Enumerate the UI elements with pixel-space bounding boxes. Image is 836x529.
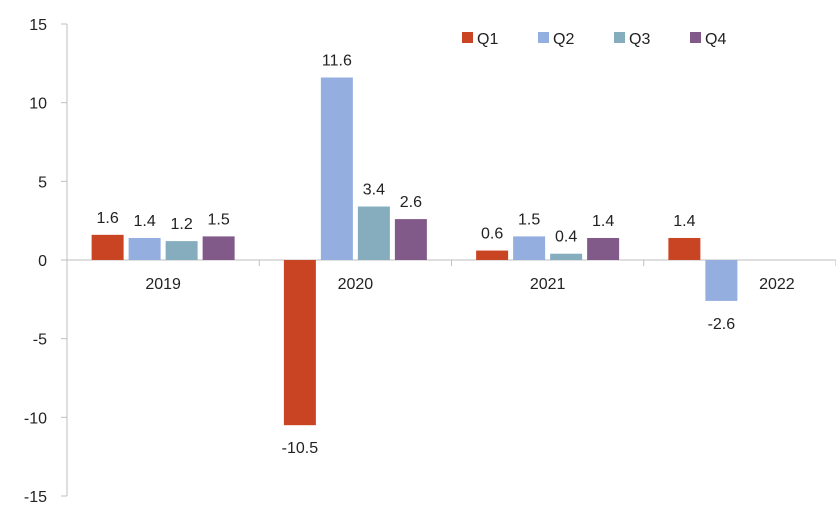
data-label-q2-2021: 1.5 — [518, 211, 540, 228]
bar-q3-2019 — [165, 241, 198, 260]
x-category-label: 2020 — [338, 276, 374, 293]
legend-swatch-q2 — [538, 32, 549, 43]
data-label-q3-2019: 1.2 — [171, 216, 193, 233]
data-label-q1-2019: 1.6 — [97, 210, 119, 227]
legend-label-q4: Q4 — [705, 31, 726, 48]
x-category-label: 2019 — [145, 276, 181, 293]
bar-q2-2019 — [128, 237, 161, 260]
bar-q2-2020 — [320, 77, 353, 260]
data-label-q2-2022: -2.6 — [708, 316, 736, 333]
y-tick-label: -5 — [33, 332, 47, 349]
legend-swatch-q1 — [462, 32, 473, 43]
y-tick-label: -15 — [24, 489, 47, 506]
legend-label-q2: Q2 — [553, 31, 574, 48]
y-tick-label: 15 — [29, 17, 47, 34]
bar-q2-2021 — [513, 236, 546, 260]
data-label-q2-2019: 1.4 — [134, 213, 156, 230]
bar-q1-2019 — [91, 234, 124, 260]
data-label-q4-2019: 1.5 — [208, 211, 230, 228]
bar-q4-2021 — [587, 237, 620, 260]
y-tick-label: 10 — [29, 96, 47, 113]
legend: Q1 Q2 Q3 Q4 — [462, 31, 726, 48]
legend-label-q1: Q1 — [477, 31, 498, 48]
data-label-q2-2020: 11.6 — [322, 52, 352, 69]
data-label-q3-2021: 0.4 — [555, 229, 577, 246]
bar-q3-2020 — [357, 206, 390, 260]
bars — [91, 77, 738, 426]
data-label-q1-2020: -10.5 — [282, 440, 319, 457]
data-label-q3-2020: 3.4 — [363, 182, 385, 199]
y-tick-label: 5 — [38, 174, 47, 191]
bar-q4-2020 — [394, 219, 427, 260]
bar-q1-2021 — [476, 250, 509, 260]
data-label-q1-2022: 1.4 — [673, 213, 695, 230]
legend-swatch-q4 — [690, 32, 701, 43]
legend-label-q3: Q3 — [629, 31, 650, 48]
x-category-label: 2021 — [530, 276, 566, 293]
bar-q3-2021 — [550, 253, 583, 260]
bar-q1-2022 — [668, 237, 701, 260]
legend-swatch-q3 — [614, 32, 625, 43]
bar-q2-2022 — [705, 260, 738, 301]
y-tick-label: -10 — [24, 410, 47, 427]
axes: 15 10 5 0 -5 -10 -15 — [24, 17, 836, 506]
labels: 1.6 1.4 1.2 1.5 2019 -10.5 11.6 3.4 2.6 2020 0.6 1.… — [97, 52, 795, 457]
bar-q1-2020 — [283, 260, 316, 426]
data-label-q4-2020: 2.6 — [400, 194, 422, 211]
bar-q4-2019 — [202, 236, 235, 260]
y-tick-label: 0 — [38, 253, 47, 270]
data-label-q4-2021: 1.4 — [592, 213, 614, 230]
x-category-label: 2022 — [759, 276, 795, 293]
data-label-q1-2021: 0.6 — [481, 226, 503, 243]
